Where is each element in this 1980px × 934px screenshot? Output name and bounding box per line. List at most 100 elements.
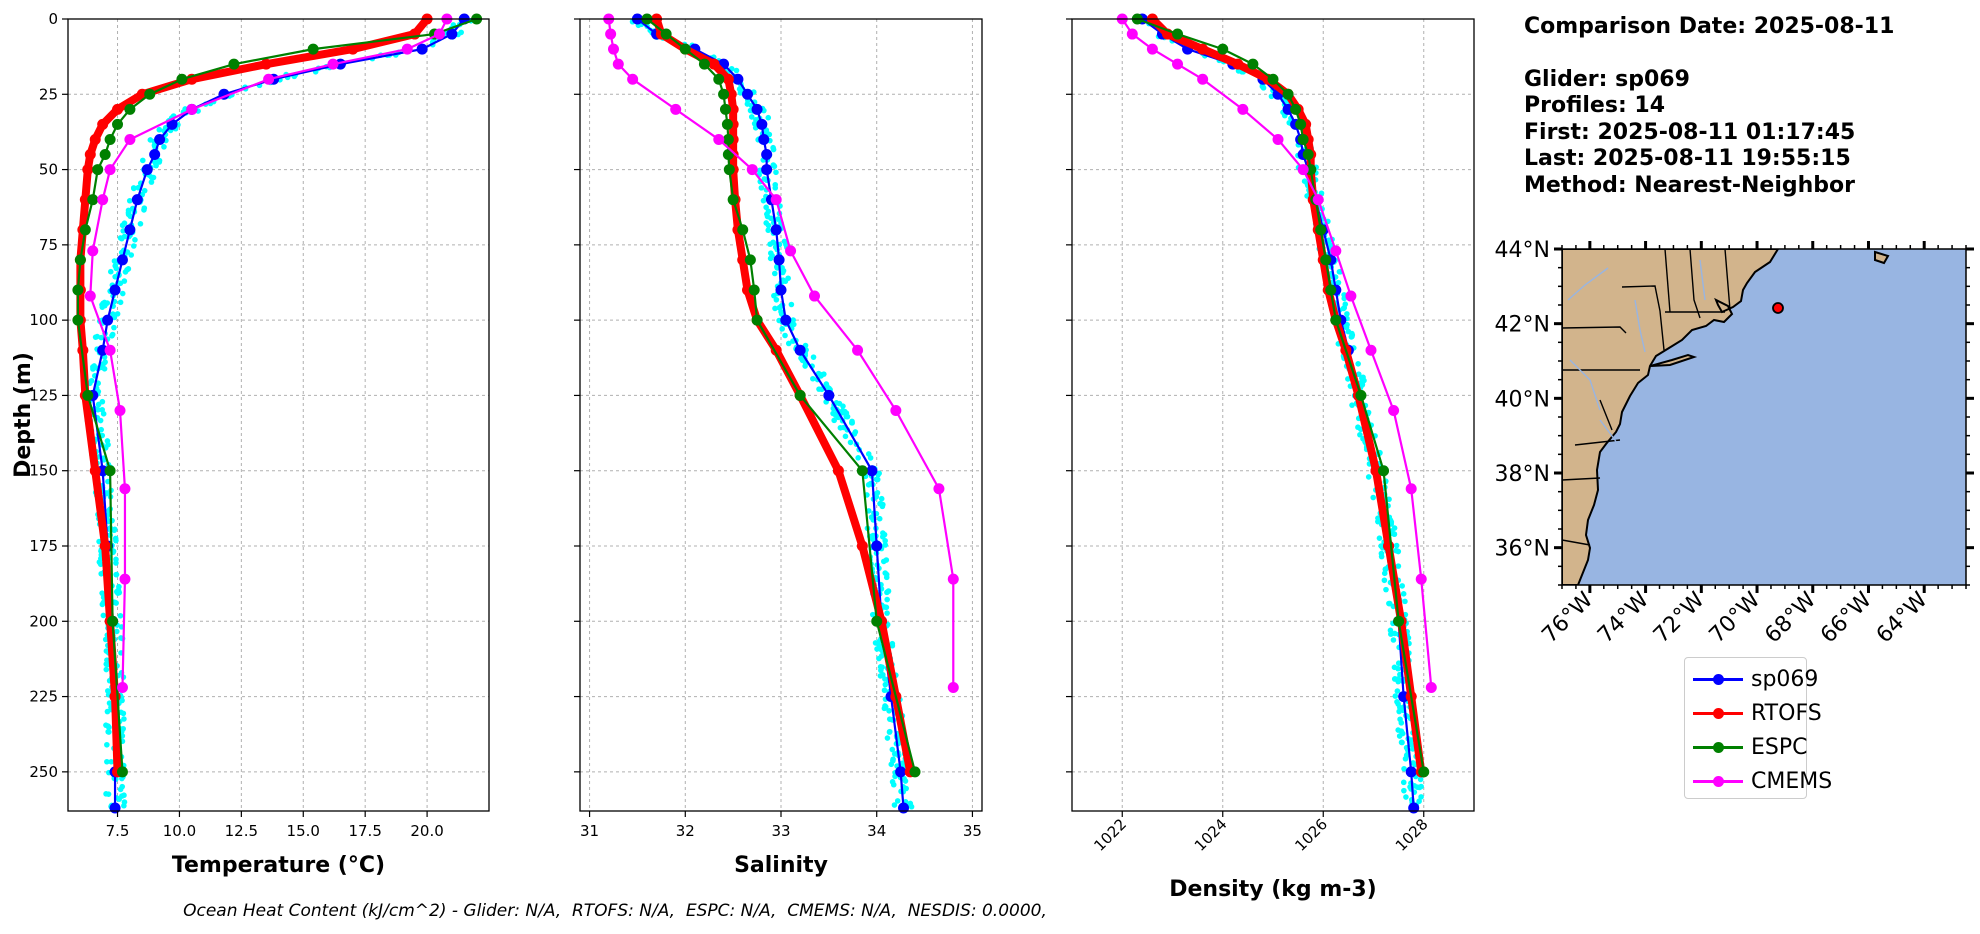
x-axis-label: Salinity bbox=[734, 853, 828, 878]
glider-scatter-point bbox=[113, 628, 120, 635]
glider-scatter-point bbox=[1388, 631, 1394, 637]
glider-scatter-point bbox=[785, 340, 792, 347]
glider-scatter-point bbox=[802, 363, 808, 369]
profile-plots: 7.5 10.0 12.5 15.0 17.5 20.0 0 25 50 75 100 125 150 1… bbox=[11, 10, 1475, 902]
series-point-cmems bbox=[1425, 682, 1437, 694]
series-point-cmems bbox=[263, 73, 275, 85]
legend-label: RTOFS bbox=[1751, 700, 1822, 726]
last-time: Last: 2025-08-11 19:55:15 bbox=[1524, 146, 1851, 171]
glider-scatter-point bbox=[1376, 535, 1383, 541]
y-tick-label: 225 bbox=[29, 688, 58, 706]
y-axis-label: Depth (m) bbox=[11, 352, 36, 478]
glider-scatter-point bbox=[849, 420, 855, 426]
series-point-espc bbox=[107, 615, 119, 627]
series-point-cmems bbox=[1272, 133, 1284, 145]
glider-scatter-point bbox=[99, 601, 106, 608]
series-point-espc bbox=[1320, 254, 1332, 266]
series-point-rtofs bbox=[725, 88, 737, 100]
glider-scatter-point bbox=[768, 250, 774, 256]
glider-scatter-point bbox=[1416, 784, 1423, 791]
series-point-espc bbox=[751, 314, 763, 326]
series-point-cmems bbox=[1312, 194, 1324, 206]
x-tick-label: 12.5 bbox=[225, 822, 258, 840]
glider-scatter-point bbox=[100, 411, 107, 417]
series-point-cmems bbox=[1415, 573, 1427, 585]
glider-scatter-point bbox=[119, 222, 126, 229]
series-point-espc bbox=[1267, 73, 1279, 85]
glider-scatter-point bbox=[1399, 583, 1405, 589]
series-point-sp069 bbox=[770, 224, 782, 236]
series-point-espc bbox=[1325, 284, 1337, 296]
series-point-cmems bbox=[1237, 103, 1249, 115]
series-point-cmems bbox=[947, 573, 959, 585]
glider-scatter-point bbox=[1355, 361, 1361, 367]
glider-scatter-point bbox=[884, 589, 890, 596]
series-point-espc bbox=[1302, 149, 1314, 161]
series-point-cmems bbox=[608, 43, 619, 55]
x-tick-label: 20.0 bbox=[410, 822, 443, 840]
series-point-espc bbox=[719, 103, 731, 115]
series-point-espc bbox=[871, 615, 883, 627]
series-point-sp069 bbox=[109, 802, 121, 814]
glider-scatter-point bbox=[765, 114, 772, 121]
glider-scatter-point bbox=[876, 515, 883, 522]
glider-scatter-point bbox=[107, 268, 114, 275]
series-point-cmems bbox=[1330, 245, 1342, 257]
glider-scatter-point bbox=[141, 207, 147, 213]
series-point-cmems bbox=[119, 573, 131, 585]
glider-scatter-point bbox=[818, 373, 824, 379]
glider-scatter-point bbox=[869, 536, 876, 542]
series-point-sp069 bbox=[756, 118, 768, 130]
x-tick-label: 1022 bbox=[1090, 815, 1130, 855]
glider-scatter-point bbox=[889, 746, 896, 753]
series-point-espc bbox=[679, 43, 691, 55]
series-point-cmems bbox=[433, 28, 445, 40]
glider-scatter-point bbox=[128, 252, 135, 258]
series-point-sp069 bbox=[794, 344, 806, 356]
series-point-rtofs bbox=[1232, 58, 1244, 70]
glider-scatter-point bbox=[106, 724, 112, 731]
series-point-espc bbox=[1305, 164, 1317, 176]
series-point-sp069 bbox=[761, 149, 773, 161]
series-point-rtofs bbox=[109, 691, 121, 703]
series-point-sp069 bbox=[761, 164, 773, 176]
series-point-sp069 bbox=[131, 194, 143, 206]
series-line-espc bbox=[76, 17, 477, 772]
series-point-sp069 bbox=[1405, 766, 1417, 778]
series-point-espc bbox=[72, 314, 84, 326]
glider-scatter-point bbox=[889, 640, 896, 647]
glider-position-marker bbox=[1772, 302, 1784, 314]
glider-scatter-point bbox=[772, 181, 779, 188]
glider-scatter-point bbox=[130, 243, 137, 249]
x-axis-label: Density (kg m-3) bbox=[1169, 877, 1377, 902]
glider-scatter-point bbox=[1259, 83, 1266, 90]
series-point-cmems bbox=[1405, 483, 1417, 495]
y-tick-label: 25 bbox=[39, 85, 58, 103]
y-tick-label: 100 bbox=[29, 311, 58, 329]
series-point-sp069 bbox=[116, 254, 128, 266]
series-point-sp069 bbox=[866, 465, 878, 477]
comparison-date: Comparison Date: 2025-08-11 bbox=[1524, 14, 1895, 39]
series-point-espc bbox=[1315, 224, 1327, 236]
ocean-heat-content-footer: Ocean Heat Content (kJ/cm^2) - Glider: N… bbox=[183, 901, 1047, 921]
glider-scatter-point bbox=[1401, 787, 1407, 794]
series-point-sp069 bbox=[732, 73, 744, 85]
series-point-espc bbox=[74, 254, 86, 266]
glider-scatter-point bbox=[113, 571, 120, 578]
profile-count: Profiles: 14 bbox=[1524, 93, 1666, 118]
series-point-sp069 bbox=[871, 540, 883, 552]
glider-scatter-point bbox=[1402, 598, 1408, 605]
glider-scatter-point bbox=[1395, 727, 1401, 733]
glider-scatter-point bbox=[109, 331, 116, 338]
glider-scatter-point bbox=[1355, 371, 1362, 378]
series-point-espc bbox=[307, 43, 319, 55]
glider-scatter-point bbox=[117, 235, 124, 241]
glider-scatter-point bbox=[118, 635, 124, 641]
series-point-cmems bbox=[1197, 73, 1209, 85]
glider-scatter-point bbox=[131, 185, 137, 192]
glider-scatter-point bbox=[112, 273, 118, 280]
glider-name: Glider: sp069 bbox=[1524, 66, 1690, 92]
series-point-rtofs bbox=[112, 103, 124, 115]
series-point-rtofs bbox=[347, 43, 359, 55]
glider-scatter-point bbox=[100, 612, 107, 619]
